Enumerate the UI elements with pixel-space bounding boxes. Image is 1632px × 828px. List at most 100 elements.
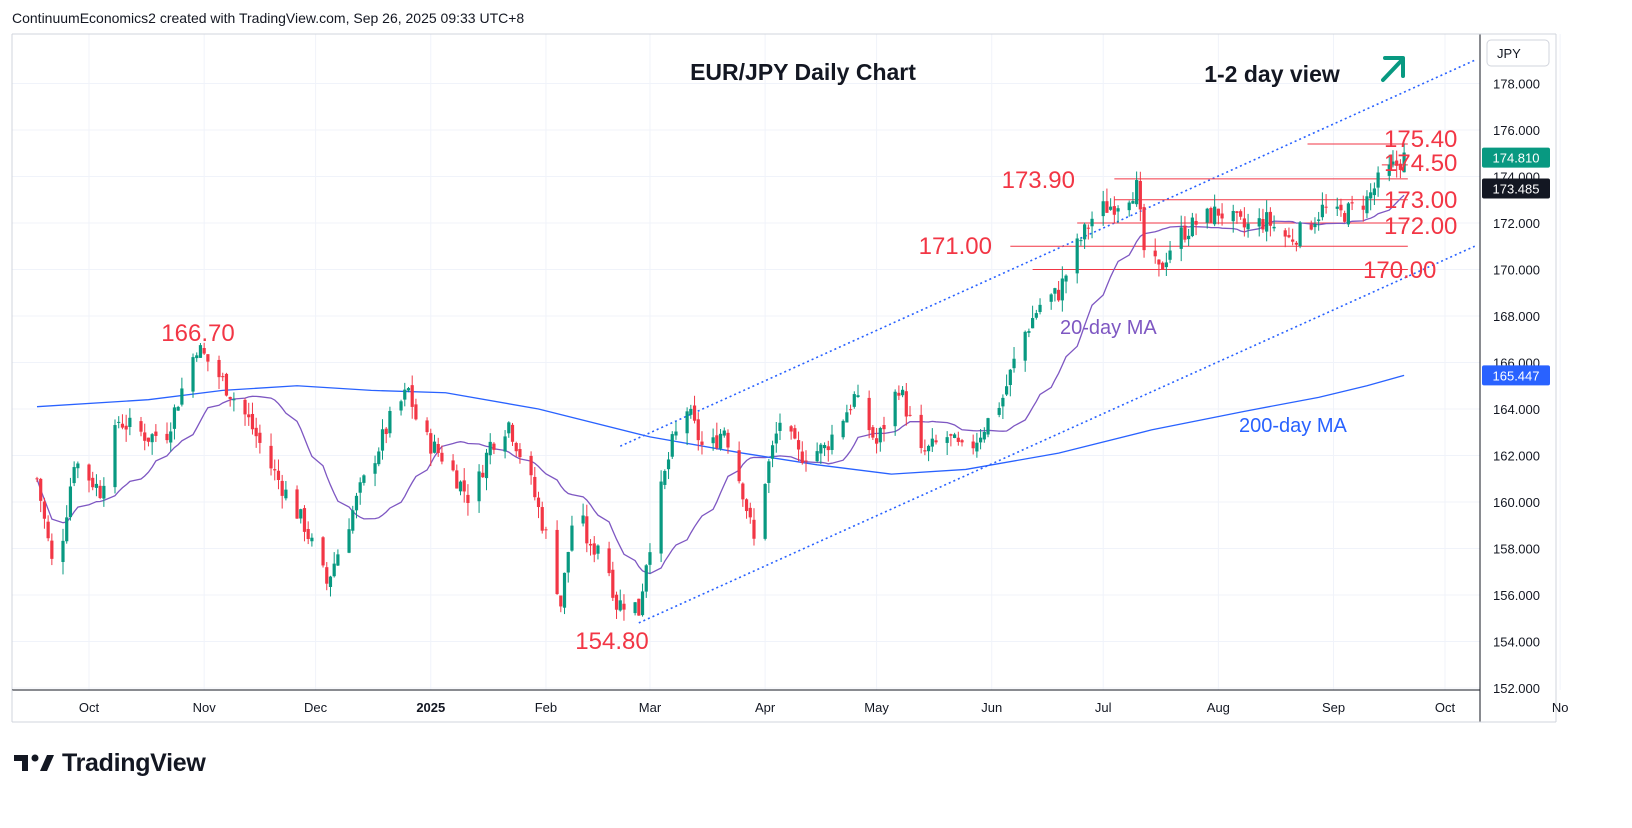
candle-body bbox=[492, 443, 496, 450]
candle-body bbox=[874, 438, 879, 444]
candle-body bbox=[800, 451, 804, 463]
candle-body bbox=[1168, 250, 1172, 260]
candle-body bbox=[648, 552, 652, 565]
candle-body bbox=[1257, 218, 1261, 227]
candle-body bbox=[986, 418, 990, 435]
candle-body bbox=[841, 420, 845, 438]
candle-body bbox=[403, 389, 407, 400]
candle-body bbox=[770, 445, 775, 459]
candle-body bbox=[354, 495, 359, 511]
candle-body bbox=[117, 421, 121, 423]
candle-body bbox=[146, 437, 151, 442]
candle-body bbox=[1216, 208, 1220, 216]
candle-body bbox=[566, 552, 570, 573]
tradingview-logo[interactable]: TradingView bbox=[14, 746, 206, 780]
candle-body bbox=[172, 407, 177, 429]
chart-labels: EUR/JPY Daily Chart 1-2 day view 175.40174… bbox=[161, 56, 1457, 655]
candle-body bbox=[1313, 223, 1317, 228]
candle-body bbox=[436, 444, 440, 453]
candle-body bbox=[1135, 180, 1139, 205]
candle-body bbox=[982, 431, 986, 440]
last-price-badge: 174.810 bbox=[1482, 147, 1550, 168]
candle-body bbox=[748, 507, 752, 518]
candle-body bbox=[1116, 208, 1120, 212]
y-tick-label: 162.000 bbox=[1493, 449, 1540, 464]
candle-body bbox=[1157, 259, 1161, 265]
candle-body bbox=[596, 545, 600, 554]
y-tick-label: 170.000 bbox=[1493, 263, 1540, 278]
candle-body bbox=[852, 394, 856, 407]
candle-body bbox=[1261, 218, 1265, 230]
candle-body bbox=[254, 427, 258, 437]
candle-body bbox=[484, 452, 489, 479]
y-tick-label: 178.000 bbox=[1493, 77, 1540, 92]
candle-body bbox=[325, 567, 329, 584]
candle-body bbox=[1283, 230, 1287, 237]
candle-body bbox=[897, 392, 901, 396]
candle-body bbox=[42, 501, 47, 519]
candle-body bbox=[1239, 211, 1243, 217]
ma200-price-badge-bg bbox=[1482, 365, 1550, 386]
candle-body bbox=[670, 434, 674, 457]
level-label: 175.40 bbox=[1384, 126, 1457, 153]
candle-body bbox=[1205, 208, 1209, 223]
candle-body bbox=[744, 499, 749, 512]
candle-body bbox=[718, 433, 723, 449]
candle-body bbox=[280, 480, 284, 496]
candle-body bbox=[87, 464, 91, 481]
candle-body bbox=[585, 516, 589, 544]
candle-body bbox=[347, 529, 351, 553]
x-tick-label: Jul bbox=[1095, 700, 1112, 715]
candle-body bbox=[1112, 206, 1116, 215]
candle-body bbox=[529, 455, 533, 476]
candle-body bbox=[306, 529, 310, 540]
x-tick-label: Aug bbox=[1207, 700, 1230, 715]
candle-body bbox=[414, 404, 418, 420]
channel-upper-line bbox=[619, 59, 1476, 447]
candlesticks bbox=[35, 143, 1406, 621]
ma200-label: 200-day MA bbox=[1239, 415, 1347, 437]
candle-body bbox=[399, 401, 403, 411]
candle-body bbox=[637, 598, 641, 616]
candle-body bbox=[804, 460, 808, 462]
candle-body bbox=[1049, 294, 1053, 302]
ma20-line bbox=[36, 194, 1405, 575]
candle-body bbox=[1179, 227, 1183, 249]
candle-body bbox=[113, 425, 117, 488]
candle-body bbox=[269, 445, 273, 469]
candle-body bbox=[410, 385, 414, 407]
candle-body bbox=[819, 444, 823, 454]
candle-body bbox=[882, 424, 886, 430]
level-label: 171.00 bbox=[919, 233, 992, 260]
candle-body bbox=[1265, 212, 1269, 232]
candle-body bbox=[1242, 218, 1246, 228]
ma200-line bbox=[36, 374, 1405, 475]
candle-body bbox=[1012, 358, 1016, 369]
candle-body bbox=[845, 412, 849, 423]
candle-body bbox=[39, 478, 43, 501]
candle-body bbox=[102, 485, 106, 499]
candle-body bbox=[1027, 331, 1031, 333]
channel-lower-line bbox=[638, 245, 1476, 624]
up-arrow-shaft bbox=[1381, 58, 1404, 82]
candle-body bbox=[848, 409, 853, 411]
candle-body bbox=[830, 434, 834, 450]
grid bbox=[12, 34, 1561, 690]
candle-body bbox=[1064, 275, 1068, 282]
candle-body bbox=[618, 600, 622, 611]
level-label: 172.00 bbox=[1384, 213, 1457, 240]
candle-body bbox=[815, 451, 819, 462]
candle-body bbox=[1324, 206, 1328, 208]
candle-body bbox=[949, 434, 953, 436]
candle-body bbox=[384, 428, 388, 435]
candle-body bbox=[362, 475, 366, 483]
candle-body bbox=[1057, 289, 1061, 301]
candle-body bbox=[856, 395, 860, 397]
candle-body bbox=[1372, 188, 1376, 196]
candle-body bbox=[35, 478, 39, 480]
candle-body bbox=[143, 432, 147, 441]
candle-body bbox=[276, 470, 281, 480]
candle-body bbox=[1268, 211, 1272, 226]
y-tick-label: 164.000 bbox=[1493, 402, 1540, 417]
